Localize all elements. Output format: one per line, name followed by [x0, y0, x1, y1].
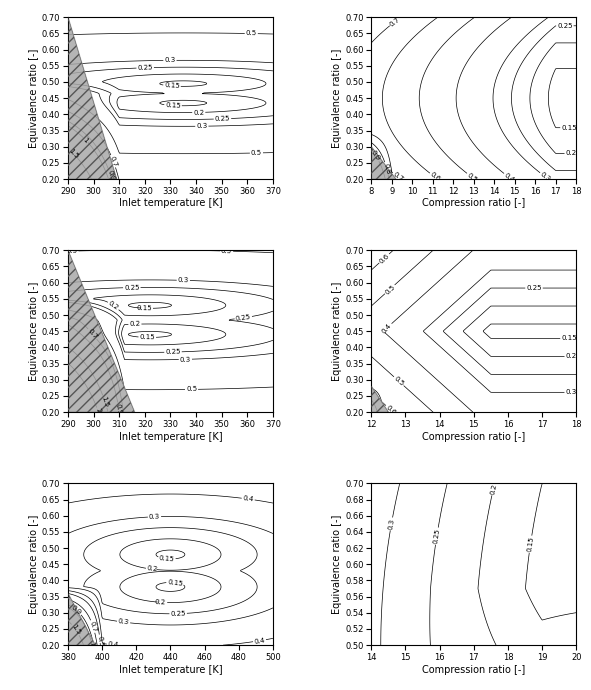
Text: 0.15: 0.15: [527, 536, 534, 553]
Text: 0.7: 0.7: [89, 620, 98, 633]
Text: 0.3: 0.3: [149, 513, 160, 520]
Text: 0.6: 0.6: [429, 171, 441, 183]
Text: 0.2: 0.2: [107, 300, 119, 312]
Polygon shape: [371, 147, 396, 179]
Text: 0.9: 0.9: [370, 149, 381, 162]
Text: 0.3: 0.3: [566, 389, 577, 395]
Text: 0.15: 0.15: [139, 334, 155, 341]
Y-axis label: Equivalence ratio [-]: Equivalence ratio [-]: [29, 515, 39, 614]
Text: 0.25: 0.25: [526, 285, 542, 291]
Text: 0.2: 0.2: [566, 353, 577, 359]
Text: 0.25: 0.25: [170, 611, 186, 617]
Text: 0.3: 0.3: [178, 277, 189, 284]
Text: 0.15: 0.15: [561, 125, 577, 130]
Text: 2: 2: [95, 407, 102, 413]
Text: 0.15: 0.15: [164, 82, 180, 90]
Text: 1: 1: [82, 137, 89, 144]
Text: 0.6: 0.6: [378, 253, 391, 264]
Text: 0.2: 0.2: [155, 599, 167, 606]
Text: 0.15: 0.15: [561, 335, 577, 342]
Text: 0.5: 0.5: [221, 248, 232, 254]
X-axis label: Inlet temperature [K]: Inlet temperature [K]: [119, 199, 222, 208]
Y-axis label: Equivalence ratio [-]: Equivalence ratio [-]: [332, 282, 342, 381]
Text: 0.5: 0.5: [246, 30, 257, 37]
Text: 0.25: 0.25: [137, 65, 153, 71]
Text: 0.2: 0.2: [147, 566, 158, 573]
Text: 0.5: 0.5: [384, 284, 396, 295]
Text: 0.3: 0.3: [196, 123, 207, 129]
Text: 0.4: 0.4: [108, 641, 119, 648]
Text: 0.8: 0.8: [382, 162, 391, 175]
Text: 0.7: 0.7: [86, 328, 98, 340]
Y-axis label: Equivalence ratio [-]: Equivalence ratio [-]: [332, 48, 342, 148]
Text: 0.9: 0.9: [70, 604, 83, 616]
Text: 0.3: 0.3: [164, 57, 176, 63]
Polygon shape: [371, 386, 388, 412]
Text: 0.2: 0.2: [193, 109, 204, 115]
Text: 0.3: 0.3: [388, 518, 395, 530]
X-axis label: Compression ratio [-]: Compression ratio [-]: [422, 664, 525, 675]
Text: 0.25: 0.25: [165, 349, 181, 355]
Polygon shape: [68, 593, 95, 645]
Polygon shape: [68, 250, 135, 412]
Polygon shape: [68, 17, 116, 179]
Y-axis label: Equivalence ratio [-]: Equivalence ratio [-]: [29, 48, 39, 148]
Text: 0.25: 0.25: [215, 115, 230, 122]
Text: 0.3: 0.3: [539, 171, 551, 183]
Text: 0.4: 0.4: [242, 495, 254, 503]
X-axis label: Compression ratio [-]: Compression ratio [-]: [422, 431, 525, 442]
Text: 0.7: 0.7: [109, 155, 118, 168]
Text: 0.15: 0.15: [165, 102, 181, 109]
Text: 0.4: 0.4: [381, 322, 392, 334]
Text: 0.4: 0.4: [254, 637, 265, 644]
Text: 0.3: 0.3: [118, 618, 129, 626]
Text: 0.2: 0.2: [489, 483, 498, 495]
Y-axis label: Equivalence ratio [-]: Equivalence ratio [-]: [29, 282, 39, 381]
Text: 1.5: 1.5: [67, 147, 79, 159]
Text: 0.15: 0.15: [159, 555, 175, 562]
Text: 0.15: 0.15: [167, 579, 183, 586]
Text: 0.2: 0.2: [566, 150, 577, 157]
Text: 0.15: 0.15: [137, 305, 152, 311]
Text: 0.6: 0.6: [385, 404, 397, 416]
Y-axis label: Equivalence ratio [-]: Equivalence ratio [-]: [332, 515, 342, 614]
Text: 0.7: 0.7: [389, 16, 401, 28]
Text: 0.5: 0.5: [66, 248, 78, 254]
Text: 0.4: 0.4: [503, 172, 515, 184]
Text: 0.7: 0.7: [392, 171, 404, 183]
Text: 0.5: 0.5: [392, 375, 405, 387]
Text: 0.3: 0.3: [180, 356, 191, 362]
Text: 0.5: 0.5: [251, 150, 262, 156]
Text: 0.25: 0.25: [235, 314, 251, 322]
Text: 1.5: 1.5: [100, 395, 109, 408]
Text: 0.2: 0.2: [129, 321, 141, 327]
Text: 1.5: 1.5: [70, 624, 82, 636]
X-axis label: Inlet temperature [K]: Inlet temperature [K]: [119, 664, 222, 675]
X-axis label: Inlet temperature [K]: Inlet temperature [K]: [119, 431, 222, 442]
Text: 0.25: 0.25: [433, 528, 441, 544]
Text: 0.5: 0.5: [96, 635, 104, 647]
Text: 0.25: 0.25: [124, 284, 139, 290]
Text: 0.25: 0.25: [557, 23, 573, 29]
Text: 0.9: 0.9: [106, 170, 116, 182]
Text: 0.9: 0.9: [115, 403, 123, 415]
Text: 0.5: 0.5: [186, 386, 197, 393]
Text: 1: 1: [88, 640, 95, 647]
Text: 0.5: 0.5: [466, 172, 479, 183]
X-axis label: Compression ratio [-]: Compression ratio [-]: [422, 199, 525, 208]
